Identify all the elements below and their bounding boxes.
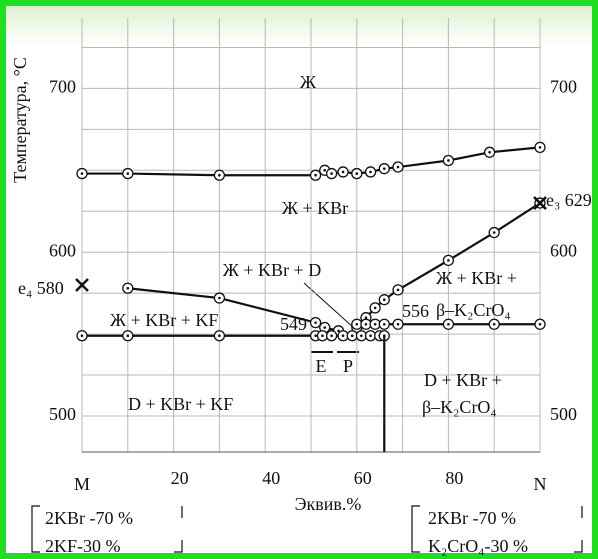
annotation: β–K₂CrO₄	[436, 300, 511, 320]
chart: Температура, °C Эквив.% 2KBr -70 % 2KF-3…	[0, 0, 598, 559]
x-tick-label: 40	[262, 468, 280, 488]
point-dot	[127, 287, 130, 290]
y-tick-label: 700	[550, 77, 577, 97]
annotation: P	[343, 356, 353, 376]
annotation: 549	[280, 314, 307, 334]
annotation: Ж + KBr + KF	[110, 310, 218, 330]
point-dot	[447, 323, 450, 326]
y-tick-label: 500	[550, 404, 577, 424]
composition-text: K₂CrO₄-30 %	[428, 536, 528, 556]
composition-text: 2KBr -70 %	[45, 508, 133, 528]
point-dot	[365, 323, 368, 326]
point-dot	[360, 334, 363, 337]
x-tick-label: M	[74, 474, 90, 494]
x-tick-label: 20	[171, 468, 189, 488]
annotation: Ж + KBr +	[436, 268, 517, 288]
point-dot	[447, 159, 450, 162]
point-dot	[323, 169, 326, 172]
point-dot	[323, 326, 326, 329]
annotation: Ж	[300, 72, 317, 92]
composition-text: 2KF-30 %	[45, 536, 121, 556]
y-tick-label: 500	[49, 404, 76, 424]
point-dot	[539, 146, 542, 149]
point-dot	[81, 172, 84, 175]
point-dot	[218, 297, 221, 300]
x-tick-label: 80	[445, 468, 463, 488]
point-dot	[539, 323, 542, 326]
x-axis-title: Эквив.%	[295, 494, 362, 514]
point-dot	[383, 298, 386, 301]
point-dot	[218, 334, 221, 337]
annotation: 556	[402, 301, 429, 321]
point-dot	[321, 334, 324, 337]
point-dot	[330, 334, 333, 337]
annotation: Ж + KBr	[282, 198, 348, 218]
point-dot	[383, 323, 386, 326]
point-dot	[493, 231, 496, 234]
point-dot	[447, 259, 450, 262]
point-dot	[342, 334, 345, 337]
point-dot	[342, 171, 345, 174]
point-dot	[383, 167, 386, 170]
annotation: D + KBr +	[424, 370, 502, 390]
point-dot	[127, 334, 130, 337]
y-tick-label: 600	[550, 240, 577, 260]
point-dot	[351, 334, 354, 337]
point-dot	[314, 321, 317, 324]
point-dot	[369, 171, 372, 174]
annotation: D + KBr + KF	[128, 394, 233, 414]
point-dot	[314, 174, 317, 177]
page: {"chart_data": {"type": "line", "y_label…	[0, 0, 598, 559]
point-dot	[374, 323, 377, 326]
point-dot	[369, 334, 372, 337]
annotation: Ж + KBr + D	[223, 260, 321, 280]
point-dot	[397, 166, 400, 169]
point-dot	[127, 172, 130, 175]
y-tick-label: 600	[49, 240, 76, 260]
point-dot	[218, 174, 221, 177]
point-dot	[488, 151, 491, 154]
annotation: β–K₂CrO₄	[422, 397, 497, 417]
point-dot	[356, 323, 359, 326]
y-axis-title: Температура, °C	[10, 57, 30, 183]
x-tick-label: 60	[354, 468, 372, 488]
point-dot	[314, 334, 317, 337]
composition-text: 2KBr -70 %	[428, 508, 516, 528]
annotation: E	[316, 356, 327, 376]
point-dot	[81, 334, 84, 337]
point-dot	[493, 323, 496, 326]
point-dot	[330, 172, 333, 175]
point-dot	[397, 289, 400, 292]
x-tick-label: N	[534, 474, 547, 494]
point-dot	[397, 323, 400, 326]
point-dot	[374, 307, 377, 310]
annotation: e₃ 629	[546, 190, 592, 210]
point-dot	[356, 172, 359, 175]
annotation: e₄ 580	[18, 278, 64, 298]
y-tick-label: 700	[49, 77, 76, 97]
